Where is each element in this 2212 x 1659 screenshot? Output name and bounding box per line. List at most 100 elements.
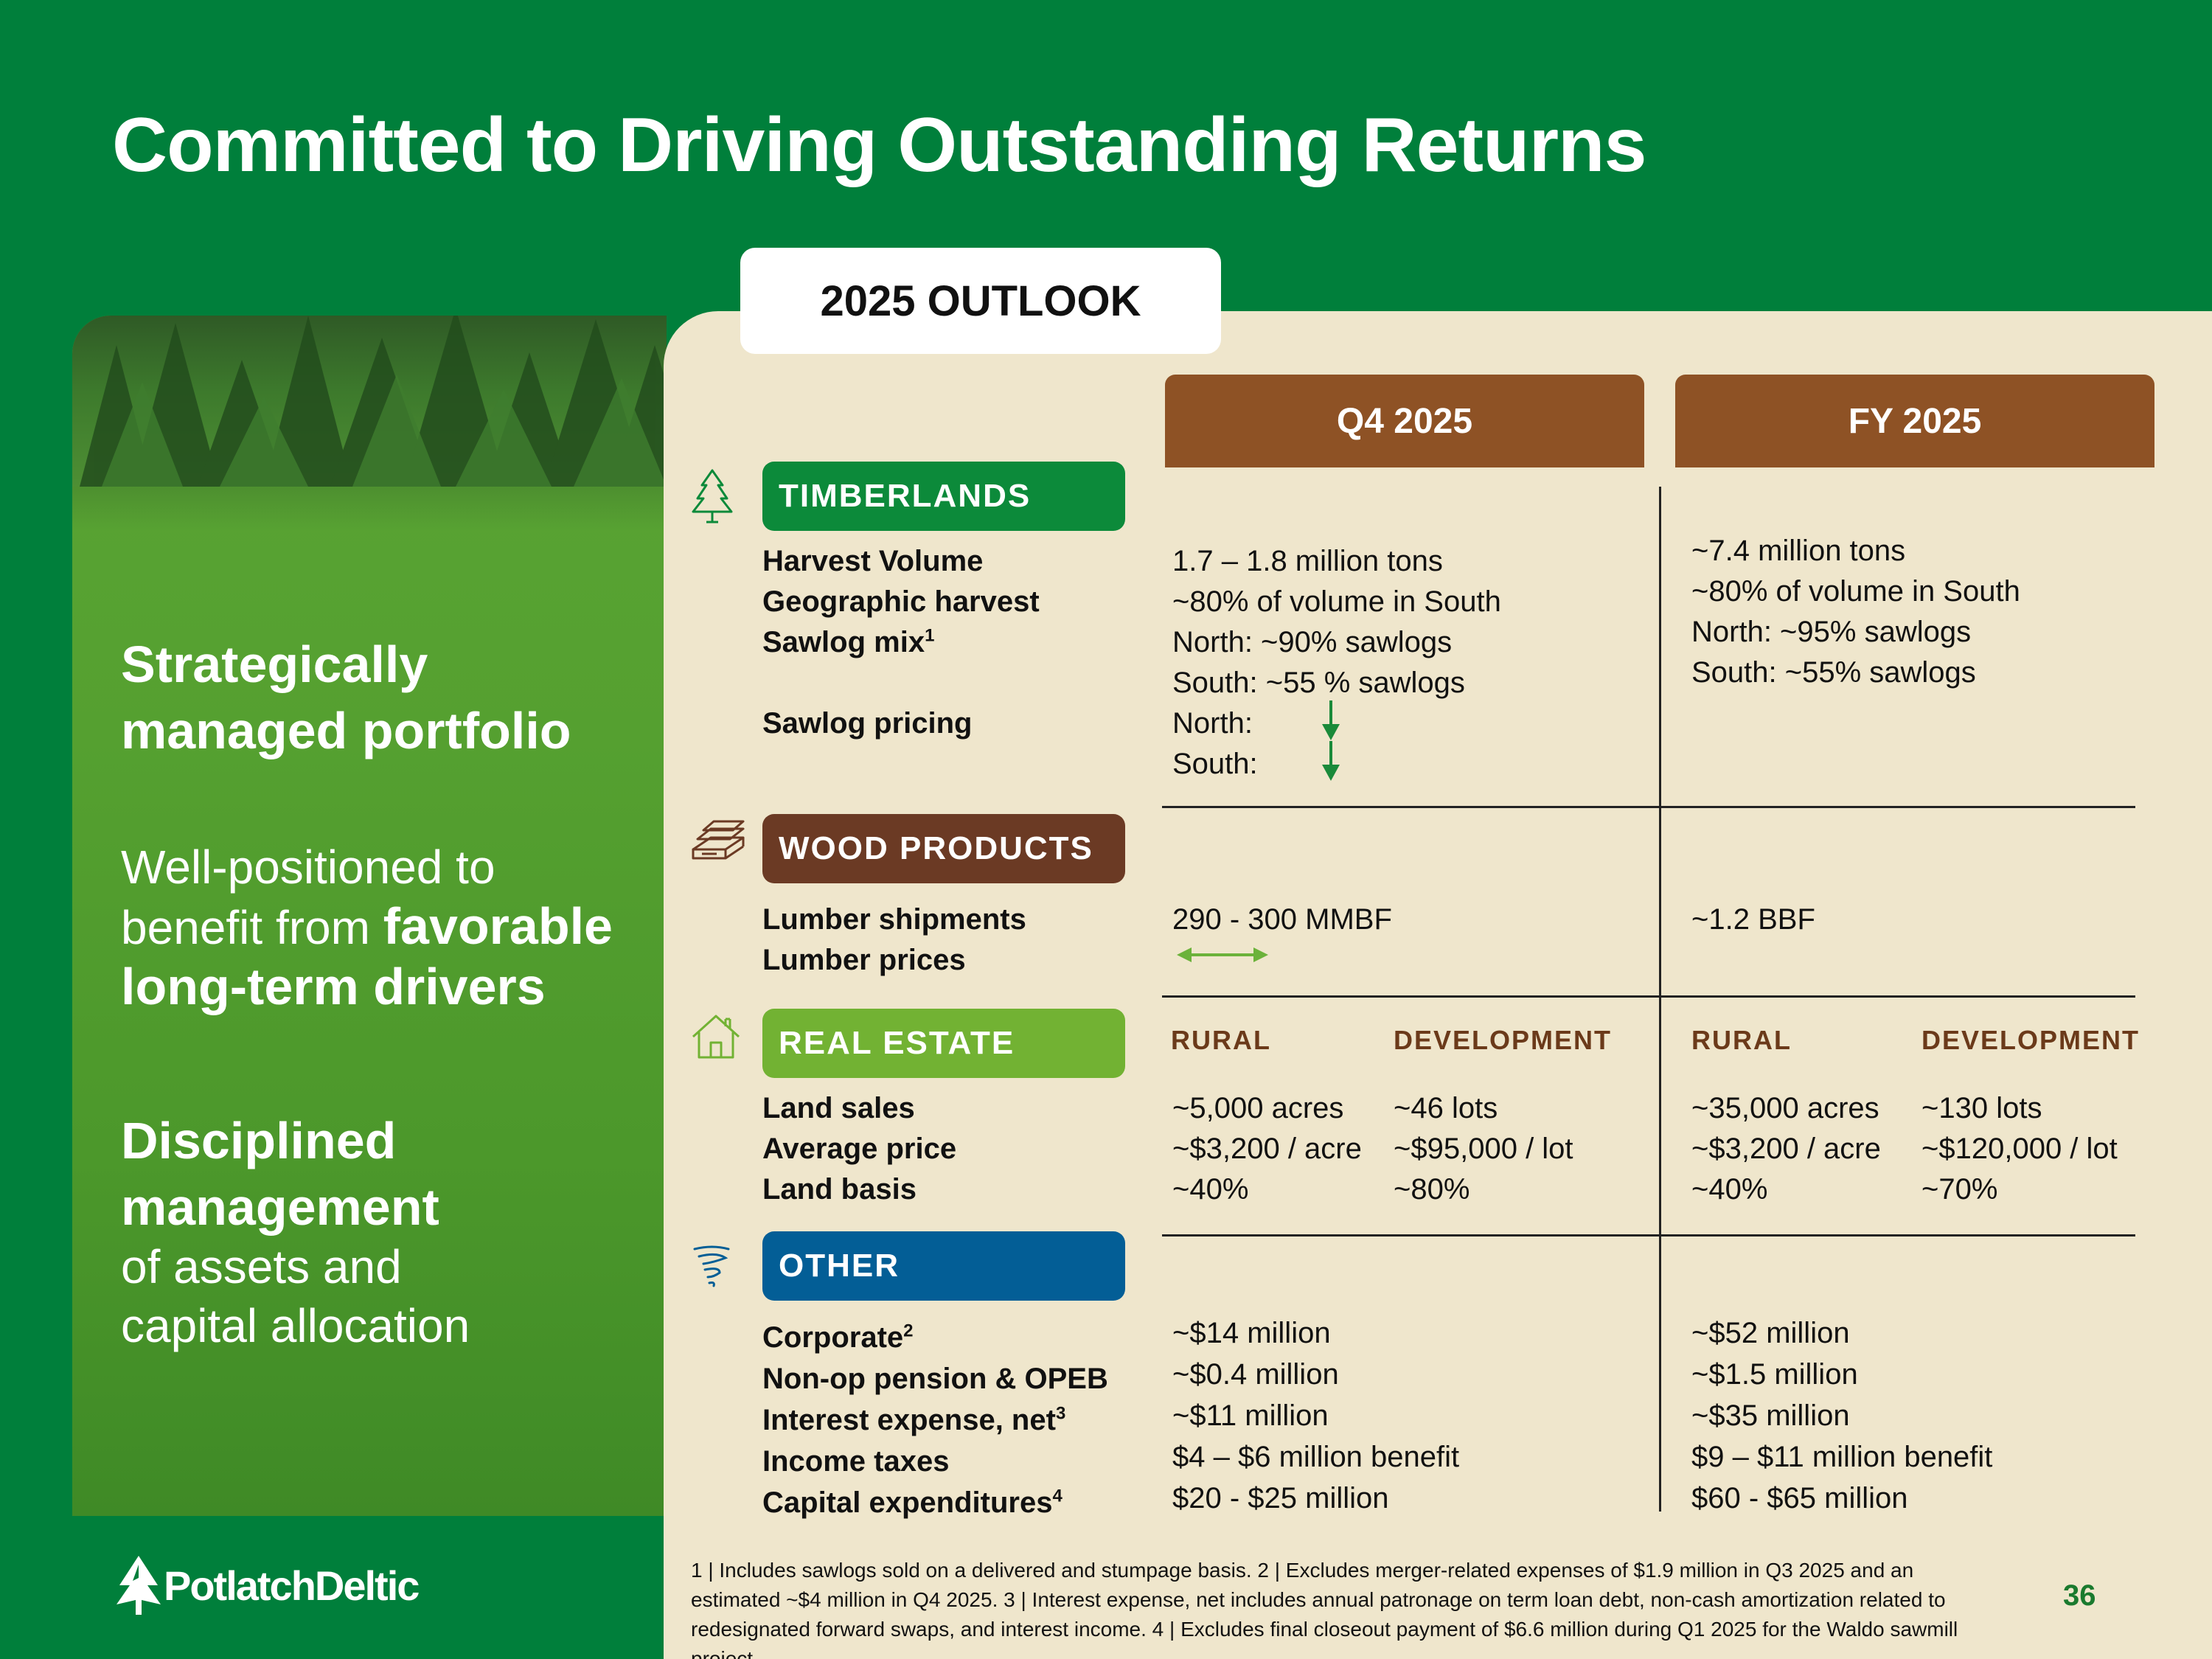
q4-dev-land-sales: ~46 lots bbox=[1394, 1092, 1498, 1124]
other-labels: Corporate2 Non-op pension & OPEB Interes… bbox=[762, 1317, 1108, 1523]
fy-development-subhead: DEVELOPMENT bbox=[1921, 1025, 2140, 1055]
left-right-arrow-icon bbox=[1177, 947, 1268, 962]
lumber-stack-icon bbox=[692, 820, 745, 872]
swirl-icon bbox=[692, 1245, 743, 1296]
income-taxes-label: Income taxes bbox=[762, 1445, 950, 1478]
q4-harvest-volume: 1.7 – 1.8 million tons bbox=[1172, 545, 1443, 577]
footnote-ref-4: 4 bbox=[1052, 1486, 1062, 1506]
q4-development-subhead: DEVELOPMENT bbox=[1394, 1025, 1613, 1055]
row-divider-timberlands bbox=[1162, 806, 2135, 808]
fy-geographic-harvest: ~80% of volume in South bbox=[1691, 575, 2020, 608]
fy-sawlog-south: South: ~55% sawlogs bbox=[1691, 656, 1976, 689]
corporate-text: Corporate bbox=[762, 1321, 904, 1354]
page-title: Committed to Driving Outstanding Returns bbox=[112, 102, 1646, 188]
row-divider-wood-products bbox=[1162, 995, 2135, 998]
q4-rural-land-sales: ~5,000 acres bbox=[1172, 1092, 1344, 1124]
sawlog-pricing-label: Sawlog pricing bbox=[762, 707, 973, 740]
fy-dev-land-sales: ~130 lots bbox=[1921, 1092, 2042, 1124]
allocation-line1: of assets and bbox=[121, 1240, 402, 1293]
tree-icon bbox=[692, 469, 743, 524]
q4-rural-land-basis: ~40% bbox=[1172, 1173, 1249, 1206]
interest-text: Interest expense, net bbox=[762, 1404, 1056, 1436]
drivers-line1: Well-positioned to bbox=[121, 841, 495, 894]
row-divider-real-estate bbox=[1162, 1234, 2135, 1237]
timberlands-labels: Harvest Volume Geographic harvest Sawlog… bbox=[762, 541, 1040, 744]
footnotes: 1 | Includes sawlogs sold on a delivered… bbox=[691, 1559, 1958, 1659]
fy-capex: $60 - $65 million bbox=[1691, 1482, 1908, 1514]
fy-harvest-volume: ~7.4 million tons bbox=[1691, 535, 1906, 567]
portfolio-heading-line1: Strategically bbox=[121, 636, 428, 693]
q4-capex: $20 - $25 million bbox=[1172, 1482, 1389, 1514]
geographic-harvest-label: Geographic harvest bbox=[762, 585, 1040, 618]
wood-products-labels: Lumber shipments Lumber prices bbox=[762, 900, 1026, 981]
management-heading: Disciplined management bbox=[121, 1107, 439, 1240]
fy-rural-values: ~35,000 acres ~$3,200 / acre ~40% bbox=[1691, 1088, 1881, 1210]
capex-text: Capital expenditures bbox=[762, 1486, 1053, 1519]
column-header-q4: Q4 2025 bbox=[1165, 375, 1644, 467]
forest-image-panel: Strategically managed portfolio Well-pos… bbox=[72, 316, 667, 1516]
q4-rural-values: ~5,000 acres ~$3,200 / acre ~40% bbox=[1172, 1088, 1362, 1210]
fy-income-taxes: $9 – $11 million benefit bbox=[1691, 1441, 1993, 1473]
fy-sawlog-north: North: ~95% sawlogs bbox=[1691, 616, 1972, 648]
fy-pension: ~$1.5 million bbox=[1691, 1358, 1858, 1391]
wood-products-badge: WOOD PRODUCTS bbox=[762, 814, 1125, 883]
drivers-line2: benefit from favorable bbox=[121, 897, 613, 957]
average-price-label: Average price bbox=[762, 1133, 957, 1165]
house-icon bbox=[692, 1015, 743, 1066]
portfolio-heading-line2: managed portfolio bbox=[121, 702, 571, 759]
q4-dev-average-price: ~$95,000 / lot bbox=[1394, 1133, 1573, 1165]
fy-development-values: ~130 lots ~$120,000 / lot ~70% bbox=[1921, 1088, 2118, 1210]
outlook-panel bbox=[664, 311, 2212, 1659]
q4-income-taxes: $4 – $6 million benefit bbox=[1172, 1441, 1460, 1473]
fy-lumber-shipments: ~1.2 BBF bbox=[1691, 903, 1815, 936]
outlook-tab: 2025 OUTLOOK bbox=[740, 248, 1221, 354]
timberlands-badge: TIMBERLANDS bbox=[762, 462, 1125, 531]
down-arrow-icon bbox=[1322, 741, 1340, 781]
q4-rural-subhead: RURAL bbox=[1171, 1025, 1271, 1055]
timberlands-q4-values: 1.7 – 1.8 million tons ~80% of volume in… bbox=[1172, 541, 1501, 785]
column-divider bbox=[1659, 487, 1661, 1512]
harvest-volume-label: Harvest Volume bbox=[762, 545, 984, 577]
q4-development-values: ~46 lots ~$95,000 / lot ~80% bbox=[1394, 1088, 1573, 1210]
other-fy-values: ~$52 million ~$1.5 million ~$35 million … bbox=[1691, 1312, 1992, 1519]
tree-logo-icon bbox=[116, 1556, 161, 1615]
q4-sawlog-north: North: ~90% sawlogs bbox=[1172, 626, 1453, 658]
pension-label: Non-op pension & OPEB bbox=[762, 1363, 1108, 1395]
down-arrow-icon bbox=[1322, 700, 1340, 740]
q4-corporate: ~$14 million bbox=[1172, 1317, 1331, 1349]
management-heading-line1: Disciplined bbox=[121, 1112, 397, 1169]
other-q4-values: ~$14 million ~$0.4 million ~$11 million … bbox=[1172, 1312, 1459, 1519]
fy-interest: ~$35 million bbox=[1691, 1399, 1850, 1432]
land-sales-label: Land sales bbox=[762, 1092, 915, 1124]
company-logo: PotlatchDeltic bbox=[116, 1556, 420, 1615]
timberlands-fy-values: ~7.4 million tons ~80% of volume in Sout… bbox=[1691, 531, 2020, 693]
real-estate-labels: Land sales Average price Land basis bbox=[762, 1088, 956, 1210]
portfolio-heading: Strategically managed portfolio bbox=[121, 631, 571, 764]
drivers-line2-regular: benefit from bbox=[121, 901, 383, 954]
q4-interest: ~$11 million bbox=[1172, 1399, 1329, 1432]
allocation-line2: capital allocation bbox=[121, 1299, 470, 1352]
lumber-shipments-label: Lumber shipments bbox=[762, 903, 1026, 936]
sawlog-mix-text: Sawlog mix bbox=[762, 626, 925, 658]
q4-pension: ~$0.4 million bbox=[1172, 1358, 1339, 1391]
fy-dev-land-basis: ~70% bbox=[1921, 1173, 1998, 1206]
q4-pricing-north: North: bbox=[1172, 707, 1253, 740]
land-basis-label: Land basis bbox=[762, 1173, 917, 1206]
page-number: 36 bbox=[2063, 1579, 2096, 1612]
other-badge: OTHER bbox=[762, 1231, 1125, 1301]
sawlog-mix-label: Sawlog mix1 bbox=[762, 622, 1040, 663]
fy-rural-subhead: RURAL bbox=[1691, 1025, 1792, 1055]
footnote-ref-2: 2 bbox=[903, 1321, 914, 1341]
footnote-ref-3: 3 bbox=[1055, 1403, 1066, 1424]
real-estate-badge: REAL ESTATE bbox=[762, 1009, 1125, 1078]
drivers-paragraph: Well-positioned to benefit from favorabl… bbox=[121, 838, 613, 1016]
forest-photo bbox=[72, 316, 667, 487]
management-heading-line2: management bbox=[121, 1178, 439, 1236]
footnote-ref-1: 1 bbox=[925, 625, 935, 646]
fy-dev-average-price: ~$120,000 / lot bbox=[1921, 1133, 2118, 1165]
lumber-prices-label: Lumber prices bbox=[762, 944, 966, 976]
q4-lumber-shipments: 290 - 300 MMBF bbox=[1172, 903, 1392, 936]
q4-rural-average-price: ~$3,200 / acre bbox=[1172, 1133, 1362, 1165]
q4-dev-land-basis: ~80% bbox=[1394, 1173, 1470, 1206]
q4-sawlog-south: South: ~55 % sawlogs bbox=[1172, 667, 1465, 699]
